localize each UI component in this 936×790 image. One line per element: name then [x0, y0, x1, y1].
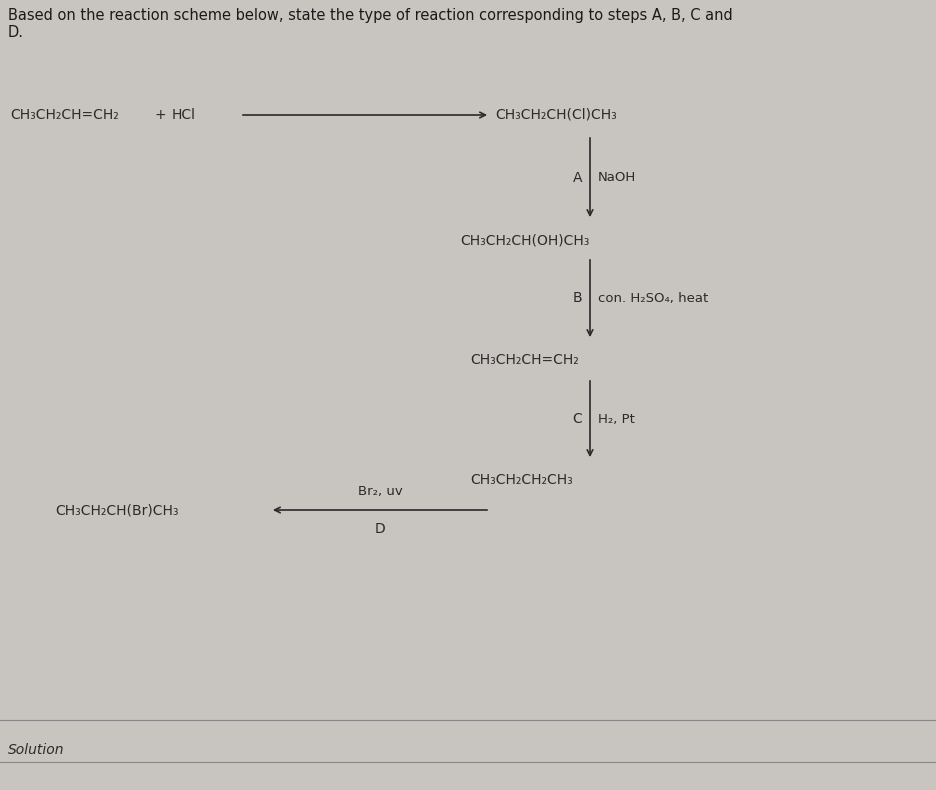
- Text: CH₃CH₂CH(Br)CH₃: CH₃CH₂CH(Br)CH₃: [55, 503, 179, 517]
- Text: B: B: [573, 292, 582, 306]
- Text: CH₃CH₂CH(Cl)CH₃: CH₃CH₂CH(Cl)CH₃: [495, 108, 617, 122]
- Text: Based on the reaction scheme below, state the type of reaction corresponding to : Based on the reaction scheme below, stat…: [8, 8, 733, 40]
- Text: CH₃CH₂CH₂CH₃: CH₃CH₂CH₂CH₃: [470, 473, 573, 487]
- Text: con. H₂SO₄, heat: con. H₂SO₄, heat: [598, 292, 709, 305]
- Text: CH₃CH₂CH=CH₂: CH₃CH₂CH=CH₂: [10, 108, 119, 122]
- Text: D: D: [374, 522, 386, 536]
- Text: H₂, Pt: H₂, Pt: [598, 412, 635, 426]
- Text: HCl: HCl: [172, 108, 196, 122]
- Text: CH₃CH₂CH=CH₂: CH₃CH₂CH=CH₂: [470, 353, 578, 367]
- Text: A: A: [573, 171, 582, 185]
- Text: CH₃CH₂CH(OH)CH₃: CH₃CH₂CH(OH)CH₃: [460, 233, 590, 247]
- Text: NaOH: NaOH: [598, 171, 636, 184]
- Text: C: C: [572, 412, 582, 426]
- Text: Solution: Solution: [8, 743, 65, 757]
- Text: Br₂, uv: Br₂, uv: [358, 485, 402, 498]
- Text: +: +: [155, 108, 167, 122]
